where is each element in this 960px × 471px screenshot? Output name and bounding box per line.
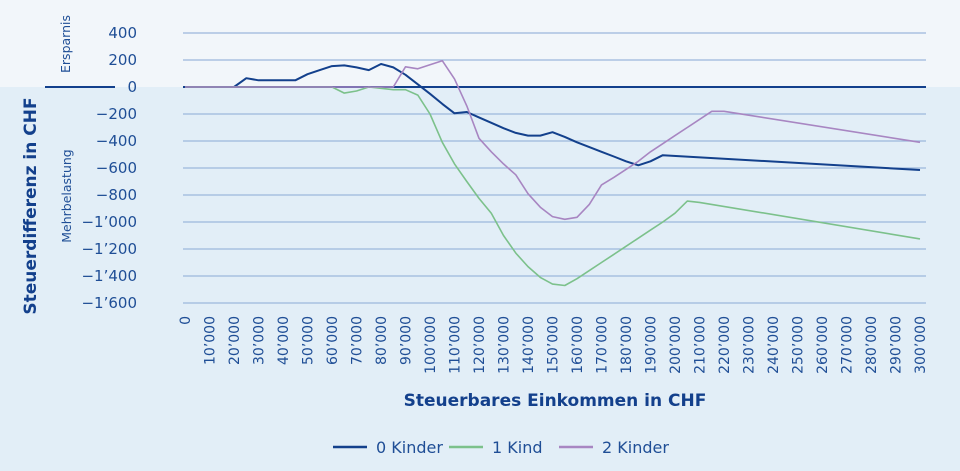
data-series [185, 59, 921, 287]
y-tick-label: −1’600 [81, 294, 137, 312]
x-tick-label: 50’000 [301, 316, 317, 365]
x-tick-label: 190’000 [644, 316, 660, 374]
series-line-2-kinder [185, 59, 921, 221]
x-axis-title: Steuerbares Einkommen in CHF [404, 391, 707, 411]
y-tick-label: −200 [96, 105, 137, 123]
x-tick-label: 170’000 [595, 316, 611, 374]
x-tick-label: 230’000 [742, 316, 758, 374]
y-tick-label: 0 [127, 78, 137, 96]
y-tick-label: 400 [108, 24, 137, 42]
x-tick-label: 120’000 [472, 316, 488, 374]
x-tick-label: 80’000 [374, 316, 390, 365]
x-tick-label: 160’000 [570, 316, 586, 374]
y-tick-label: −400 [96, 132, 137, 150]
legend-label: 2 Kinder [602, 438, 669, 457]
x-tick-label: 210’000 [693, 316, 709, 374]
x-tick-label: 60’000 [325, 316, 341, 365]
x-tick-label: 280’000 [864, 316, 880, 374]
y-axis-ticks: 400 200 0 −200 −400 −600 −800 −1’000 −1’200 −1’40… [81, 24, 137, 312]
region-label-savings: Ersparnis [58, 15, 73, 73]
x-tick-label: 20’000 [227, 316, 243, 365]
series-line-1-kind [185, 86, 921, 287]
savings-region-background [0, 0, 960, 87]
y-tick-label: −600 [96, 159, 137, 177]
x-tick-label: 150’000 [546, 316, 562, 374]
x-tick-label: 260’000 [815, 316, 831, 374]
x-tick-label: 10’000 [203, 316, 219, 365]
series-line-0-kinder [185, 63, 921, 171]
x-tick-label: 110’000 [448, 316, 464, 374]
x-tick-label: 100’000 [423, 316, 439, 374]
x-tick-label: 270’000 [840, 316, 856, 374]
x-tick-label: 180’000 [619, 316, 635, 374]
x-tick-label: 90’000 [399, 316, 415, 365]
x-tick-label: 40’000 [276, 316, 292, 365]
y-axis-title: Steuerdifferenz in CHF [21, 97, 41, 314]
burden-region-background [0, 87, 960, 471]
y-tick-label: −1’400 [81, 267, 137, 285]
legend-label: 0 Kinder [376, 438, 443, 457]
x-tick-label: 200’000 [668, 316, 684, 374]
x-tick-label: 70’000 [350, 316, 366, 365]
x-tick-label: 250’000 [791, 316, 807, 374]
legend-label: 1 Kind [492, 438, 543, 457]
y-tick-label: −800 [96, 186, 137, 204]
x-tick-label: 300’000 [913, 316, 929, 374]
x-tick-label: 240’000 [766, 316, 782, 374]
x-tick-label: 30’000 [252, 316, 268, 365]
x-tick-label: 130’000 [497, 316, 513, 374]
grid-lines [183, 32, 926, 304]
y-tick-label: 200 [108, 51, 137, 69]
x-tick-label: 220’000 [717, 316, 733, 374]
y-tick-label: −1’200 [81, 240, 137, 258]
x-axis-ticks: 0 10’000 20’000 30’000 40’000 50’000 60’000 70’… [178, 316, 929, 374]
region-label-burden: Mehrbelastung [59, 149, 74, 243]
y-tick-label: −1’000 [81, 213, 137, 231]
x-tick-label: 140’000 [521, 316, 537, 374]
x-tick-label: 0 [178, 316, 194, 325]
legend: 0 Kinder 1 Kind 2 Kinder [333, 438, 669, 457]
x-tick-label: 290’000 [889, 316, 905, 374]
